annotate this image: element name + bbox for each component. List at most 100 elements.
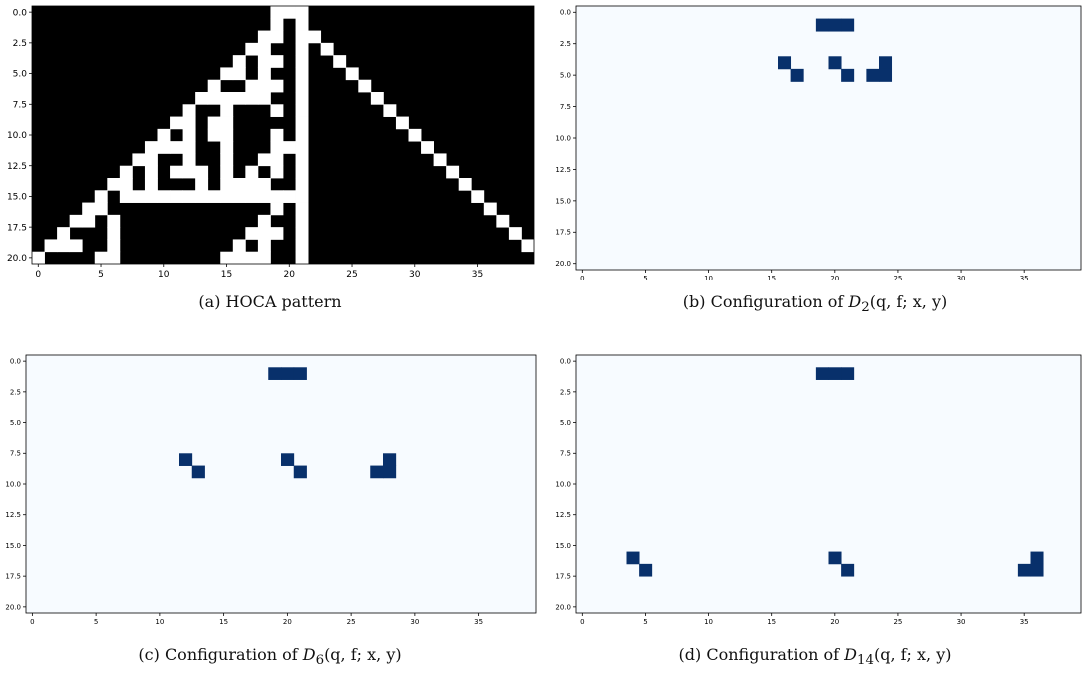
cell — [57, 239, 71, 253]
caption-c-sub: 6 — [315, 653, 325, 669]
cell — [207, 79, 221, 93]
cell — [220, 128, 234, 142]
cell — [69, 214, 83, 228]
cell — [144, 190, 158, 203]
cell — [270, 153, 284, 167]
y-tick-label: 5.0 — [13, 70, 28, 80]
cell — [295, 79, 309, 93]
cell — [220, 104, 234, 117]
plot-background — [576, 355, 1081, 613]
y-tick-label: 15.0 — [5, 542, 21, 550]
y-tick-label: 2.5 — [10, 388, 21, 396]
cell — [195, 165, 209, 179]
x-tick-label: 30 — [409, 270, 421, 280]
x-tick-label: 0 — [580, 275, 584, 280]
caption-b-label: (b) — [682, 292, 706, 311]
cell — [270, 6, 284, 19]
cell — [44, 239, 58, 253]
x-tick-label: 15 — [221, 270, 232, 280]
cell — [144, 165, 158, 179]
y-tick-label: 0.0 — [13, 8, 28, 18]
cell — [132, 190, 146, 203]
x-tick-label: 25 — [893, 618, 902, 626]
y-tick-label: 15.0 — [7, 193, 27, 203]
chart-a: 0 5 10 15 20 25 30 35 0.0 2.5 5.0 7.5 10.0 12.5 15.0 17… — [7, 5, 535, 280]
cell — [257, 190, 271, 203]
x-tick-label: 5 — [643, 275, 647, 280]
cell — [815, 367, 829, 380]
cell — [1030, 563, 1044, 577]
y-tick-label: 0.0 — [560, 9, 571, 17]
cell — [295, 251, 309, 265]
cell — [866, 68, 880, 82]
cell — [220, 92, 234, 105]
cell — [815, 18, 829, 32]
cell — [232, 92, 246, 105]
cell — [257, 30, 271, 44]
cell — [446, 165, 460, 179]
cell — [245, 79, 259, 93]
y-tick-label: 17.5 — [5, 573, 21, 581]
cell — [295, 153, 309, 167]
x-tick-label: 5 — [94, 618, 98, 626]
cell — [245, 178, 259, 191]
y-tick-label: 15.0 — [555, 542, 571, 550]
cell — [841, 18, 855, 32]
caption-c-symbol: D — [302, 645, 316, 664]
cell — [383, 104, 397, 117]
x-tick-label: 15 — [219, 618, 228, 626]
y-tick-label: 10.0 — [555, 480, 571, 488]
caption-c-text: Configuration of — [164, 645, 298, 664]
cell — [841, 563, 855, 577]
cell — [281, 453, 295, 466]
cell — [245, 165, 259, 179]
cell — [639, 563, 653, 577]
cell — [245, 227, 259, 240]
cell — [828, 18, 842, 32]
x-tick-label: 25 — [346, 270, 357, 280]
cell — [295, 202, 309, 216]
y-tick-label: 5.0 — [560, 419, 571, 427]
cell — [257, 92, 271, 105]
cell — [220, 190, 234, 203]
caption-c-label: (c) — [138, 645, 160, 664]
cell — [82, 214, 96, 228]
cell — [433, 153, 447, 167]
cell — [132, 153, 146, 167]
cell — [170, 190, 183, 203]
cell — [879, 56, 893, 70]
x-tick-label: 0 — [35, 270, 41, 280]
caption-d-label: (d) — [678, 645, 702, 664]
cell — [458, 178, 472, 191]
cell — [107, 239, 121, 253]
x-tick-label: 30 — [410, 618, 419, 626]
chart-d: 0 5 10 15 20 25 30 35 0.0 2.5 5.0 7.5 10.0 12.5 15.0 17… — [555, 354, 1082, 626]
y-tick-label: 12.5 — [555, 166, 571, 174]
cell — [383, 453, 397, 466]
y-tick-label: 12.5 — [7, 162, 27, 172]
cell — [295, 227, 309, 240]
cell — [281, 367, 295, 380]
y-tick-label: 12.5 — [5, 511, 21, 519]
cell — [220, 178, 234, 191]
cell — [195, 92, 209, 105]
x-tick-label: 10 — [704, 618, 713, 626]
caption-c: (c) Configuration of D6(q, f; x, y) — [0, 645, 540, 668]
caption-b-sub: 2 — [861, 300, 870, 316]
cell — [257, 251, 271, 265]
cell — [107, 178, 121, 191]
cell — [270, 18, 284, 31]
y-tick-label: 17.5 — [7, 223, 27, 233]
y-tick-label: 15.0 — [555, 197, 571, 205]
cell — [257, 42, 271, 56]
cell — [408, 128, 422, 142]
x-tick-label: 20 — [830, 618, 839, 626]
x-tick-label: 30 — [957, 618, 966, 626]
x-tick-label: 15 — [767, 618, 776, 626]
cell — [295, 128, 309, 142]
caption-a: (a) HOCA pattern — [0, 292, 540, 311]
cell — [257, 178, 271, 191]
y-tick-label: 7.5 — [13, 100, 27, 110]
y-tick-label: 5.0 — [10, 419, 21, 427]
cell — [268, 367, 282, 380]
